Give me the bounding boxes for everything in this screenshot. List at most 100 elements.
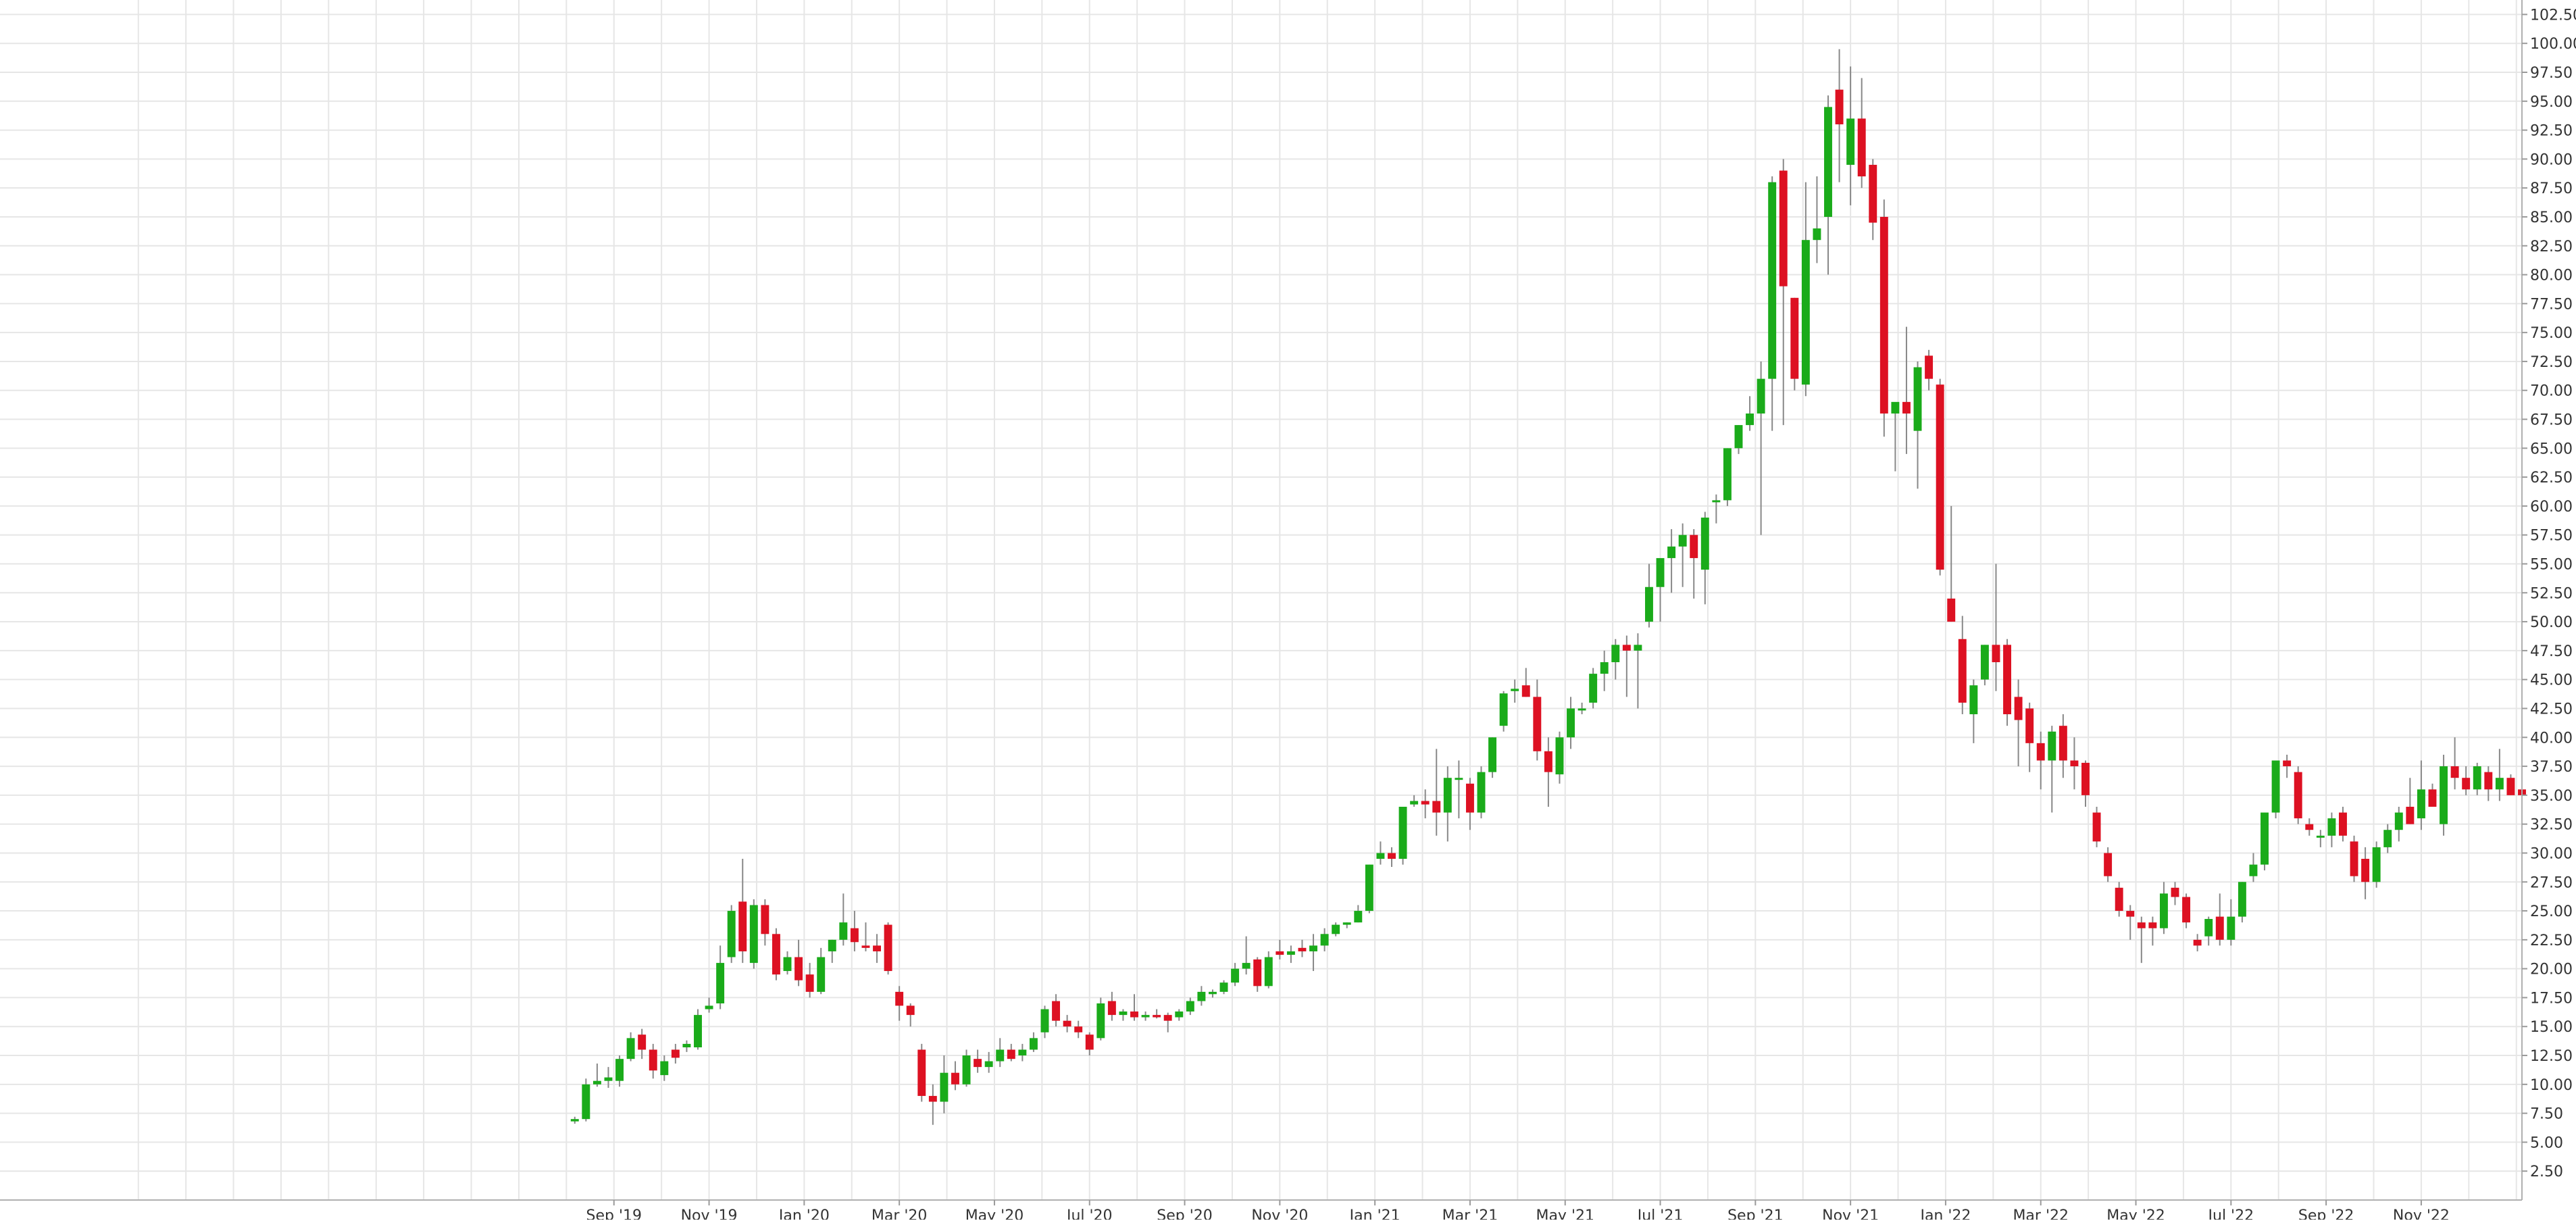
candle-body — [1354, 911, 1363, 923]
candle-body — [1969, 685, 1978, 715]
candle-body — [2350, 841, 2358, 876]
candle-body — [1074, 1026, 1083, 1032]
candle-body — [1555, 737, 1564, 775]
candle-body — [2327, 818, 2336, 836]
x-tick-label: Nov '21 — [1822, 1207, 1879, 1220]
candle-body — [727, 911, 736, 957]
y-tick-label: 65.00 — [2530, 441, 2573, 457]
candle-body — [928, 1095, 937, 1102]
candle-body — [962, 1055, 971, 1084]
x-axis-ticks: Sep '19 Nov '19 Jan '20 Mar '20 May '20 Jul '… — [586, 1200, 2450, 1223]
candle-body — [1992, 645, 2000, 663]
candle-body — [1678, 534, 1687, 547]
candle-body — [2372, 847, 2381, 882]
candle-body — [682, 1043, 691, 1048]
candle-body — [1611, 645, 1620, 663]
candle-body — [1925, 355, 1934, 379]
candle-body — [1824, 107, 1832, 217]
candles — [570, 49, 2526, 1125]
candle-body — [1712, 500, 1721, 503]
x-tick-label: Sep '20 — [1157, 1207, 1213, 1220]
candle-body — [1141, 1015, 1150, 1018]
candle-body — [1600, 662, 1609, 674]
y-tick-label: 42.50 — [2530, 701, 2573, 718]
candle-body — [2271, 760, 2280, 813]
candle-body — [1869, 164, 1877, 223]
y-tick-label: 50.00 — [2530, 614, 2573, 631]
candle-body — [1320, 934, 1329, 946]
x-tick-label: Jan '20 — [778, 1207, 830, 1220]
grid-lines — [0, 0, 2522, 1200]
y-tick-label: 25.00 — [2530, 903, 2573, 920]
y-tick-label: 7.50 — [2530, 1106, 2563, 1123]
candle-body — [2014, 697, 2023, 720]
candle-body — [671, 1049, 680, 1058]
candle-body — [2249, 864, 2258, 876]
candle-body — [984, 1061, 993, 1068]
candle-body — [2473, 766, 2481, 790]
candle-body — [974, 1059, 982, 1068]
y-tick-label: 85.00 — [2530, 209, 2573, 226]
x-tick-label: May '22 — [2106, 1207, 2165, 1220]
candle-body — [1231, 968, 1240, 983]
candle-body — [884, 924, 892, 972]
x-tick-label: Nov '19 — [681, 1207, 738, 1220]
candle-body — [1085, 1034, 1094, 1050]
candle-body — [1947, 598, 1956, 622]
candle-body — [626, 1038, 635, 1059]
candle-body — [761, 905, 769, 934]
candle-body — [2025, 708, 2034, 743]
candle-body — [1700, 518, 1709, 570]
candle-body — [1388, 853, 1396, 859]
y-tick-label: 62.50 — [2530, 470, 2573, 486]
candle-body — [1477, 772, 1486, 813]
y-tick-label: 2.50 — [2530, 1164, 2563, 1180]
candle-body — [1723, 448, 1732, 501]
candle-body — [1286, 951, 1295, 955]
y-tick-label: 97.50 — [2530, 65, 2573, 82]
candle-body — [1163, 1015, 1172, 1021]
candle-body — [604, 1077, 613, 1081]
y-tick-label: 45.00 — [2530, 672, 2573, 689]
candle-body — [2048, 731, 2056, 761]
candle-body — [2316, 835, 2325, 838]
candle-body — [2238, 882, 2246, 917]
candle-body — [2137, 922, 2146, 928]
y-tick-label: 82.50 — [2530, 239, 2573, 255]
candle-body — [906, 1005, 915, 1016]
candle-body — [1801, 240, 1810, 385]
candle-body — [2361, 859, 2370, 882]
candle-body — [2204, 919, 2213, 937]
candle-body — [873, 945, 881, 951]
candle-body — [1622, 645, 1631, 651]
candle-body — [1130, 1011, 1138, 1018]
y-tick-label: 80.00 — [2530, 268, 2573, 284]
candle-body — [1913, 367, 1922, 431]
y-tick-label: 52.50 — [2530, 585, 2573, 602]
candle-body — [1667, 546, 1676, 558]
candle-body — [1096, 1003, 1105, 1039]
candle-body — [1835, 89, 1844, 125]
candle-body — [1052, 1001, 1061, 1021]
y-tick-label: 10.00 — [2530, 1077, 2573, 1094]
y-tick-label: 90.00 — [2530, 151, 2573, 168]
x-tick-label: Jul '22 — [2207, 1207, 2254, 1220]
candle-body — [1298, 947, 1307, 951]
y-axis-ticks: 2.50 5.00 7.50 10.00 12.50 15.00 17.50 20.00 22.… — [2522, 7, 2576, 1180]
candle-body — [1153, 1015, 1161, 1018]
candle-body — [660, 1061, 669, 1076]
candle-body — [2215, 916, 2224, 940]
x-tick-label: Jan '21 — [1348, 1207, 1400, 1220]
candle-body — [917, 1049, 926, 1096]
candle-body — [582, 1084, 590, 1120]
candle-body — [805, 974, 814, 992]
candle-body — [1264, 957, 1273, 987]
x-tick-label: Nov '22 — [2393, 1207, 2450, 1220]
candle-body — [2294, 772, 2302, 819]
candle-body — [1813, 228, 1821, 241]
candle-body — [2059, 726, 2067, 761]
candle-body — [1567, 708, 1575, 738]
y-tick-label: 72.50 — [2530, 354, 2573, 371]
candle-body — [1958, 639, 1967, 703]
candle-body — [1332, 924, 1340, 934]
